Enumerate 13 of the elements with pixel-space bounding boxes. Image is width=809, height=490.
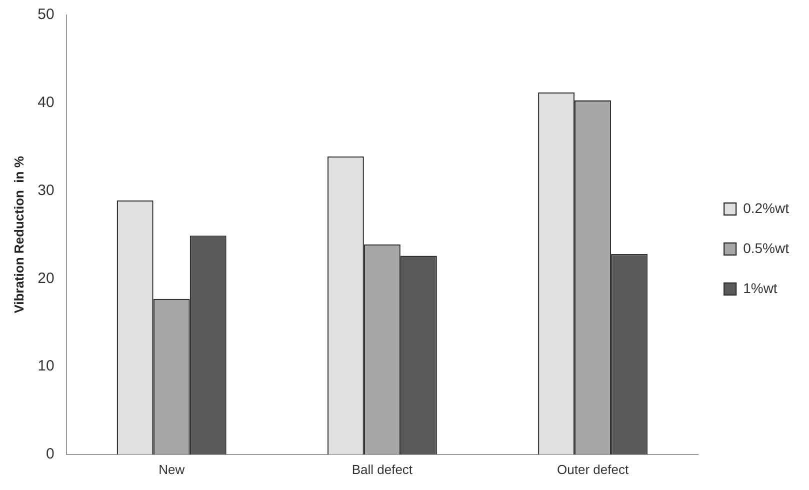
legend-label: 0.2%wt <box>743 200 790 216</box>
x-tick-label: New <box>158 462 186 477</box>
y-tick-label: 10 <box>38 358 54 375</box>
y-axis-title: Vibration Reduction in % <box>11 156 26 314</box>
y-tick-label: 20 <box>38 270 54 287</box>
y-tick-label: 50 <box>38 6 54 24</box>
x-tick-label: Ball defect <box>352 462 413 477</box>
y-tick-label: 40 <box>38 94 54 112</box>
legend-label: 1%wt <box>743 280 778 296</box>
y-tick-label: 0 <box>46 446 54 463</box>
y-tick-label: 30 <box>38 182 54 199</box>
x-tick-label: Outer defect <box>557 462 629 477</box>
legend-label: 0.5%wt <box>743 240 790 256</box>
